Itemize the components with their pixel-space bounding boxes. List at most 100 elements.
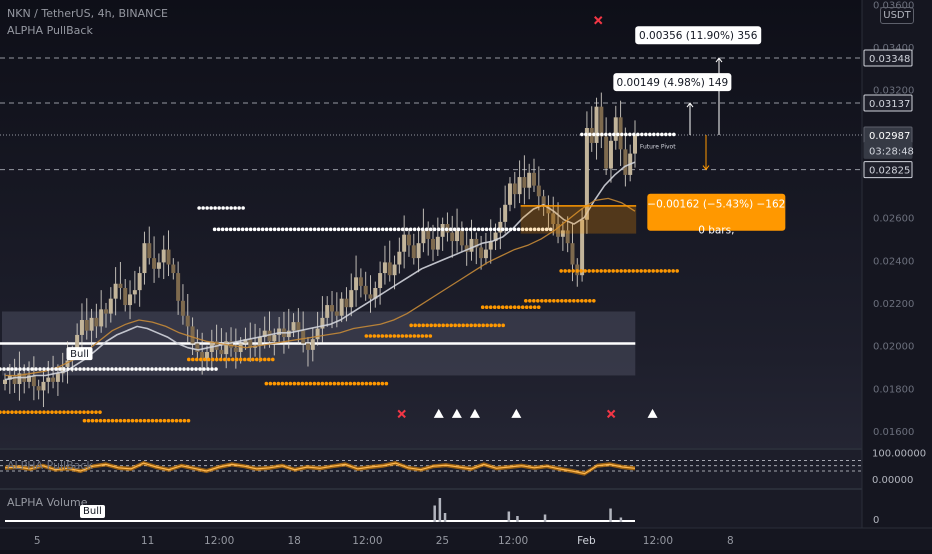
candle-body (176, 273, 181, 301)
oscillator-pane-background (0, 450, 862, 488)
pivot-dot-white (628, 132, 632, 137)
candle-body (378, 273, 383, 288)
pivot-dot-white (604, 132, 608, 137)
pivot-dot-white (2, 367, 6, 371)
volume-pane-title[interactable]: ALPHA Volume (7, 496, 88, 509)
indicator-title[interactable]: ALPHA PullBack (7, 24, 93, 37)
buy-signal-triangle (469, 408, 480, 418)
pivot-dot-white (388, 227, 393, 232)
pivot-dot-orange (540, 299, 544, 303)
pivot-dot-white (110, 367, 114, 371)
price-tick-label: 0.01800 (873, 384, 914, 395)
candle-body (633, 134, 637, 154)
pivot-dot-orange (489, 323, 493, 328)
pivot-dot-orange (639, 269, 643, 273)
time-tick-label: 25 (436, 535, 449, 547)
candle-body (503, 204, 508, 222)
candle-body (185, 315, 190, 327)
pivot-dot-white (66, 367, 70, 371)
pivot-dot-orange (532, 299, 536, 303)
pivot-dot-orange (372, 334, 377, 338)
candle-body (195, 343, 200, 352)
pivot-dot-orange (234, 357, 239, 362)
pivot-dot-orange (667, 269, 671, 273)
pivot-dot-orange (352, 381, 357, 386)
pivot-dot-white (214, 367, 218, 371)
pivot-dot-white (332, 227, 337, 232)
pivot-dot-white (356, 227, 361, 232)
candle-body (349, 290, 354, 308)
pivot-dot-orange (14, 410, 18, 414)
pivot-dot-orange (380, 334, 385, 338)
pivot-dot-orange (272, 381, 277, 386)
candle-body (320, 317, 325, 329)
pivot-dot-orange (457, 323, 461, 328)
candle-body (291, 322, 296, 331)
measure-label: 0 bars, (698, 224, 734, 236)
price-label: 0.03348 (869, 54, 910, 65)
pivot-dot-orange (563, 269, 567, 273)
pivot-dot-white (86, 367, 90, 371)
volume-bar (543, 514, 547, 522)
pivot-dot-orange (206, 357, 211, 362)
candle-body (123, 288, 128, 306)
pivot-dot-white (114, 367, 118, 371)
pivot-dot-orange (258, 357, 263, 362)
candle-body (267, 330, 272, 342)
pivot-dot-white (380, 227, 385, 232)
pivot-dot-white (6, 367, 10, 371)
price-tick-label: 0.01600 (873, 427, 914, 438)
pivot-dot-orange (591, 269, 595, 273)
pivot-dot-orange (528, 305, 533, 310)
oscillator-tick-label: 100.00000 (872, 449, 926, 460)
pivot-dot-orange (484, 305, 489, 310)
pivot-dot-white (352, 227, 357, 232)
candle-body (296, 322, 301, 331)
candle-body (75, 334, 80, 352)
pivot-dot-orange (492, 305, 497, 310)
pivot-dot-orange (493, 323, 497, 328)
pivot-dot-orange (576, 299, 580, 303)
pivot-dot-orange (110, 418, 115, 423)
pivot-dot-white (412, 227, 417, 232)
pivot-dot-orange (154, 418, 159, 423)
pivot-dot-orange (655, 269, 659, 273)
candle-body (224, 341, 229, 355)
pivot-dot-orange (428, 334, 433, 338)
pivot-dot-white (536, 227, 541, 232)
pivot-dot-orange (90, 418, 95, 423)
candle-body (469, 238, 474, 252)
pivot-dot-orange (635, 269, 639, 273)
pivot-dot-orange (376, 334, 381, 338)
pivot-dot-orange (6, 410, 10, 414)
pivot-dot-orange (536, 305, 541, 310)
pivot-dot-orange (150, 418, 155, 423)
pivot-dot-orange (508, 305, 513, 310)
pivot-dot-orange (0, 410, 2, 414)
candle-body (137, 273, 142, 291)
pivot-dot-white (664, 132, 668, 137)
volume-tick-label: 0 (873, 515, 879, 526)
pivot-dot-orange (262, 357, 267, 362)
pivot-dot-white (18, 367, 22, 371)
pivot-dot-white (186, 367, 190, 371)
pivot-dot-white (588, 132, 592, 137)
measure-arrowhead (702, 165, 710, 171)
candle-body (89, 317, 94, 331)
symbol-title[interactable]: NKN / TetherUS, 4h, BINANCE (7, 7, 168, 20)
pivot-dot-orange (445, 323, 449, 328)
currency-button[interactable]: USDT (880, 7, 914, 24)
pivot-dot-orange (651, 269, 655, 273)
candle-body (358, 277, 363, 286)
pivot-dot-orange (214, 357, 219, 362)
pivot-dot-orange (18, 410, 22, 414)
pivot-dot-orange (190, 357, 195, 362)
pivot-dot-white (62, 367, 66, 371)
pivot-dot-orange (98, 418, 103, 423)
oscillator-pane-title[interactable]: ALPHA PullBack (7, 459, 93, 472)
pivot-dot-white (264, 227, 269, 232)
pivot-dot-white (162, 367, 166, 371)
pivot-dot-orange (400, 334, 405, 338)
